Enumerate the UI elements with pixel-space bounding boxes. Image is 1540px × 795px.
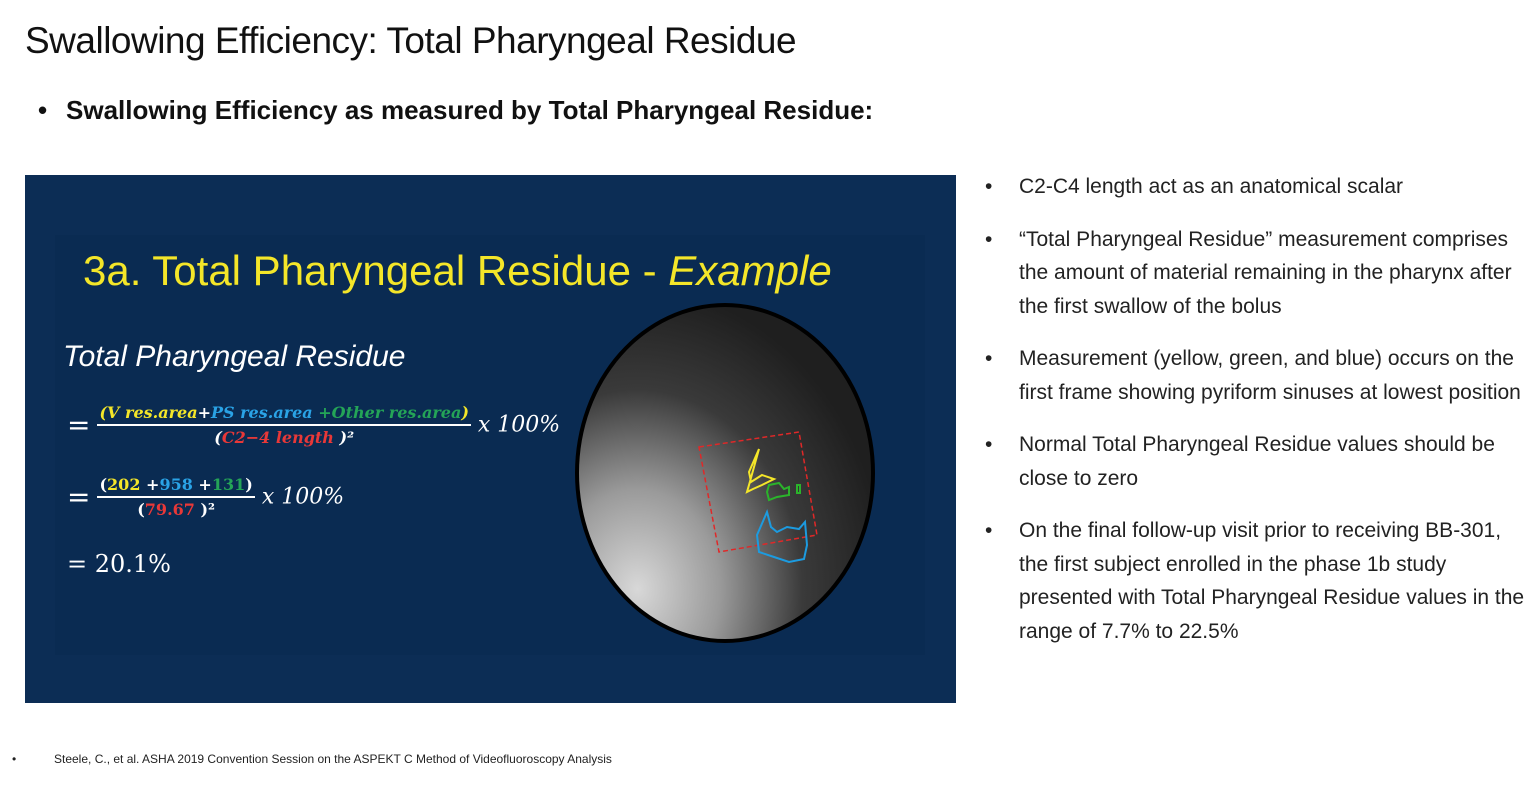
formula-definition: = (V res.area+PS res.area +Other res.are…	[67, 403, 561, 447]
bullet-item: “Total Pharyngeal Residue” measurement c…	[985, 223, 1525, 324]
formula-values: = (202 +958 +131) (79.67 )² x 100%	[67, 475, 345, 519]
bullet-item: Normal Total Pharyngeal Residue values s…	[985, 428, 1525, 495]
formula-result: = 20.1%	[67, 550, 171, 578]
pyriform-residue-outline	[755, 508, 809, 564]
formula-heading: Total Pharyngeal Residue	[63, 340, 406, 373]
bullet-list: C2-C4 length act as an anatomical scalar…	[985, 170, 1525, 667]
footnote-text: Steele, C., et al. ASHA 2019 Convention …	[54, 752, 612, 766]
bullet-item: On the final follow-up visit prior to re…	[985, 514, 1525, 648]
residue-annotations	[698, 431, 818, 564]
slide-title: 3a. Total Pharyngeal Residue - Example	[83, 247, 832, 294]
bullet-item: C2-C4 length act as an anatomical scalar	[985, 170, 1525, 204]
page-title: Swallowing Efficiency: Total Pharyngeal …	[25, 20, 797, 61]
c2-c4-scalar-box	[698, 431, 818, 553]
vallecular-residue-outline	[745, 448, 777, 494]
footnote: • Steele, C., et al. ASHA 2019 Convention…	[12, 752, 612, 766]
bullet-item: Measurement (yellow, green, and blue) oc…	[985, 342, 1525, 409]
fluoroscopy-image	[575, 303, 875, 643]
other-residue-outline	[765, 481, 801, 502]
slide-image: 3a. Total Pharyngeal Residue - Example T…	[25, 175, 956, 703]
subtitle-bullet: • Swallowing Efficiency as measured by To…	[38, 95, 874, 125]
subtitle-text: Swallowing Efficiency as measured by Tot…	[66, 95, 874, 125]
